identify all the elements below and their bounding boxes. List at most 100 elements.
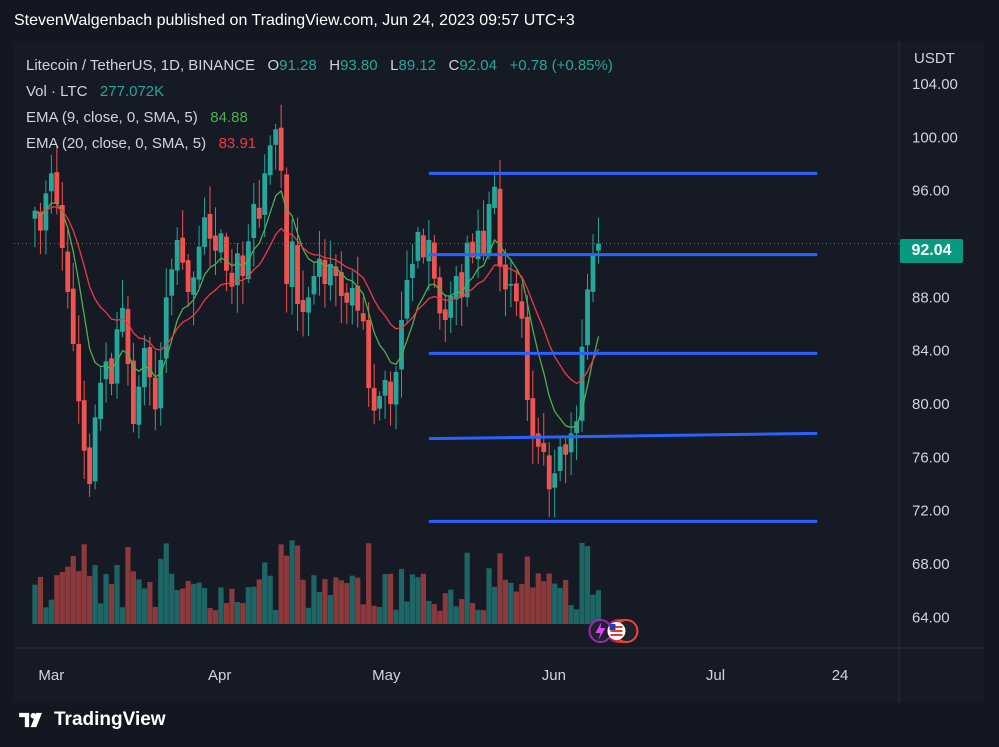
brand-name: TradingView — [54, 709, 166, 730]
volume-bar — [349, 575, 355, 624]
candle-body — [503, 264, 508, 290]
volume-bar — [437, 610, 443, 624]
price-tick-label: 80.00 — [912, 396, 950, 413]
volume-bar — [415, 577, 421, 624]
ema20-value: 83.91 — [218, 135, 257, 152]
volume-bar — [65, 566, 71, 624]
candle-body — [125, 309, 131, 364]
legend-volume-row[interactable]: Vol · LTC 277.072K — [26, 79, 613, 105]
volume-bar — [404, 601, 410, 624]
candle-body — [382, 380, 388, 396]
price-tick-label: 64.00 — [912, 609, 950, 626]
candle-body — [289, 241, 295, 287]
legend-ema20-row[interactable]: EMA (20, close, 0, SMA, 5) 83.91 — [26, 131, 613, 157]
candle-body — [109, 358, 114, 384]
flag-stripe — [610, 630, 623, 632]
candle-body — [256, 207, 262, 219]
candle-body — [278, 127, 284, 171]
volume-bar — [234, 601, 240, 624]
volume-bar — [366, 543, 372, 624]
volume-bar — [240, 603, 246, 624]
volume-bar — [426, 600, 432, 624]
candle-body — [131, 360, 136, 424]
volume-bar — [409, 574, 416, 624]
volume-bar — [267, 575, 273, 624]
volume-bar — [557, 587, 563, 624]
volume-bars — [32, 540, 602, 624]
volume-bar — [360, 604, 366, 624]
price-axis: 104.00100.0096.0092.0088.0084.0080.0076.… — [912, 76, 958, 626]
low-label: L — [390, 57, 399, 74]
legend-symbol-row: Litecoin / TetherUS, 1D, BINANCE O91.28 … — [26, 53, 613, 79]
volume-bar — [32, 584, 38, 624]
candle-body — [306, 297, 311, 313]
candle-body — [530, 398, 536, 438]
price-tick-label: 76.00 — [912, 449, 950, 466]
volume-bar — [530, 587, 536, 624]
chart-area[interactable]: 104.00100.0096.0092.0088.0084.0080.0076.… — [14, 42, 984, 702]
candle-body — [262, 173, 268, 215]
volume-bar — [196, 582, 202, 624]
candle-body — [317, 258, 322, 277]
volume-bar — [420, 573, 426, 624]
volume-bar — [398, 568, 405, 624]
candle-body — [481, 230, 486, 255]
volume-bar — [114, 564, 120, 624]
candle-body — [191, 277, 197, 295]
candle-body — [103, 361, 109, 380]
candle-body — [377, 396, 383, 409]
time-tick-label: Jun — [542, 667, 566, 684]
horizontal-level-line — [428, 431, 818, 441]
time-axis: Mar Apr May Jun Jul 24 — [38, 667, 848, 684]
candle-body — [163, 297, 169, 359]
candle-body — [508, 284, 514, 286]
volume-bar — [595, 590, 602, 624]
candle-body — [388, 381, 393, 404]
price-tick-label: 88.00 — [912, 289, 950, 306]
time-tick-label: Apr — [208, 667, 231, 684]
candle-body — [273, 129, 279, 145]
footer-brand[interactable]: TradingView — [16, 709, 166, 731]
candle-body — [524, 316, 530, 400]
volume-bar — [508, 582, 514, 624]
price-unit[interactable]: USDT — [914, 50, 955, 67]
volume-bar — [43, 607, 49, 624]
candle-body — [486, 204, 492, 256]
volume-bar — [185, 580, 191, 624]
candle-body — [585, 289, 590, 346]
volume-bar — [70, 556, 76, 624]
price-tick-label: 72.00 — [912, 503, 950, 520]
volume-bar — [491, 586, 498, 624]
last-price-badge: 92.04 — [900, 239, 963, 263]
time-tick-label: Jul — [706, 667, 725, 684]
legend-ema9-row[interactable]: EMA (9, close, 0, SMA, 5) 84.88 — [26, 105, 613, 131]
close-value: 92.04 — [459, 57, 497, 74]
candles — [32, 104, 601, 518]
volume-bar — [169, 573, 175, 624]
candle-body — [251, 204, 257, 239]
volume-bar — [136, 579, 142, 624]
low-value: 89.12 — [398, 57, 437, 74]
volume-bar — [497, 553, 503, 624]
volume-bar — [87, 576, 93, 624]
candle-body — [76, 343, 82, 402]
flag-canton — [609, 624, 616, 630]
candle-body — [426, 240, 432, 262]
candle-body — [218, 233, 224, 253]
volume-bar — [568, 605, 574, 624]
volume-bar — [316, 591, 323, 624]
candle-body — [399, 320, 404, 370]
candle-body — [470, 241, 476, 258]
candle-body — [224, 236, 229, 271]
candle-body — [513, 283, 519, 302]
candle-body — [464, 242, 470, 298]
candle-body — [492, 186, 497, 208]
volume-bar — [212, 610, 219, 624]
ema20-line — [34, 206, 600, 385]
price-chart[interactable]: 104.00100.0096.0092.0088.0084.0080.0076.… — [14, 42, 984, 702]
symbol-label[interactable]: Litecoin / TetherUS, 1D, BINANCE — [26, 57, 255, 74]
candle-body — [213, 235, 218, 251]
candle-body — [59, 205, 65, 248]
high-value: 93.80 — [340, 57, 378, 74]
event-icons — [588, 619, 639, 643]
